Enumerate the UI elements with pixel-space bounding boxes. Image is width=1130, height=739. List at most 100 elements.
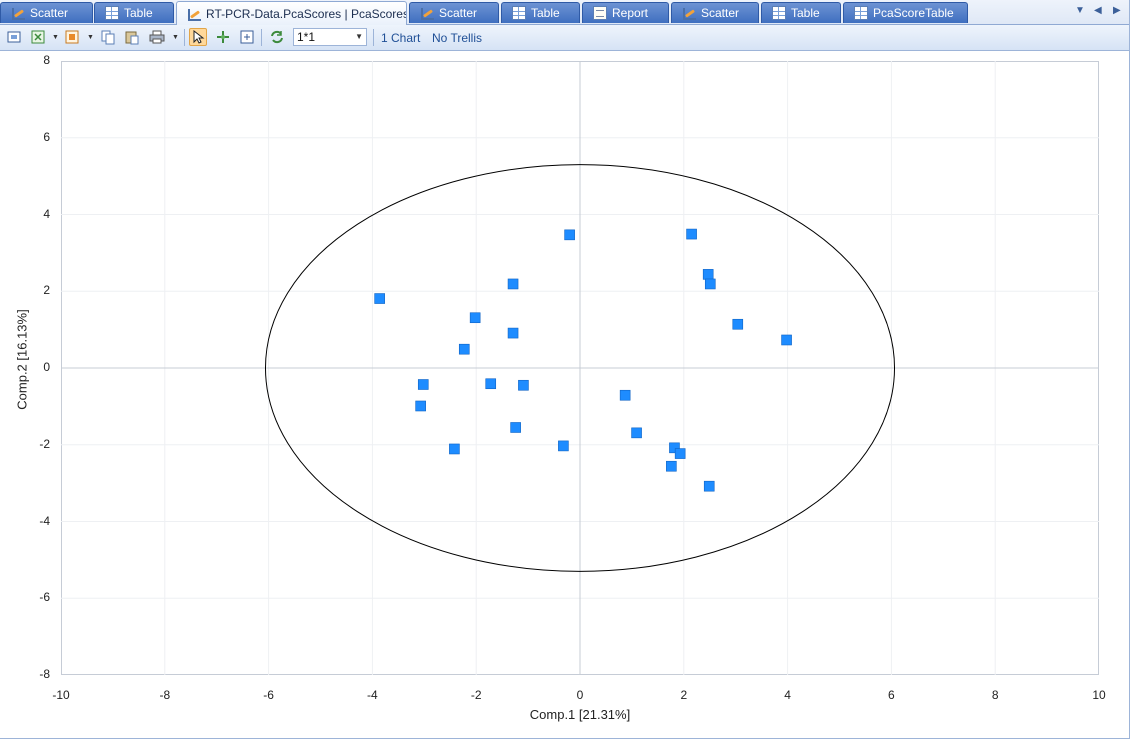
data-point[interactable] bbox=[469, 312, 481, 324]
tab-table-2[interactable]: Table bbox=[501, 2, 580, 23]
tab-label: RT-PCR-Data.PcaScores | PcaScores bbox=[206, 6, 407, 21]
data-point[interactable] bbox=[781, 334, 792, 346]
tab-label: Table bbox=[791, 6, 820, 20]
x-tick-label: 6 bbox=[888, 688, 895, 702]
tab-label: Table bbox=[531, 6, 560, 20]
paste-icon[interactable] bbox=[123, 28, 141, 46]
data-point[interactable] bbox=[510, 422, 521, 433]
tab-label: Report bbox=[612, 6, 649, 20]
tab-label: PcaScoreTable bbox=[873, 6, 954, 20]
data-point[interactable] bbox=[417, 379, 429, 390]
y-tick-label: -4 bbox=[39, 513, 50, 528]
tab-label: Scatter bbox=[439, 6, 478, 20]
data-point[interactable] bbox=[619, 389, 631, 401]
fit-screen-icon[interactable] bbox=[5, 28, 23, 46]
x-tick-label: 0 bbox=[576, 688, 584, 702]
confidence-ellipse bbox=[264, 164, 896, 572]
tab-table-3[interactable]: Table bbox=[761, 2, 841, 23]
excel-export-icon[interactable] bbox=[29, 28, 47, 46]
chevron-down-icon: ▼ bbox=[355, 32, 363, 41]
tab-list-dropdown-icon[interactable]: ▼ bbox=[1075, 5, 1085, 16]
data-point[interactable] bbox=[669, 442, 680, 454]
tab-pca-score-table[interactable]: PcaScoreTable bbox=[843, 2, 968, 23]
y-tick-label: 8 bbox=[43, 53, 50, 67]
toolbar-divider bbox=[184, 29, 185, 46]
x-tick-label: -8 bbox=[159, 688, 171, 702]
x-tick-label: -2 bbox=[470, 688, 482, 702]
toolbar-divider bbox=[261, 29, 262, 46]
table-icon bbox=[772, 6, 786, 20]
data-point[interactable] bbox=[702, 269, 714, 280]
print-dropdown-icon[interactable]: ▼ bbox=[172, 34, 179, 41]
plot-canvas[interactable] bbox=[0, 51, 1130, 739]
select-pointer-icon[interactable] bbox=[189, 28, 207, 46]
report-icon bbox=[593, 6, 607, 20]
tab-scatter-2[interactable]: Scatter bbox=[409, 2, 499, 23]
table-icon bbox=[512, 6, 526, 20]
data-point[interactable] bbox=[703, 480, 715, 492]
data-point[interactable] bbox=[485, 378, 497, 390]
x-tick-label: 10 bbox=[1092, 688, 1106, 702]
data-point[interactable] bbox=[458, 343, 470, 355]
y-axis-label: Comp.2 [16.13%] bbox=[14, 309, 30, 410]
data-point[interactable] bbox=[507, 278, 519, 290]
image-export-icon[interactable] bbox=[63, 28, 81, 46]
layout-select[interactable]: 1*1 ▼ bbox=[293, 28, 367, 46]
tab-label: Table bbox=[124, 6, 153, 20]
tab-pca-scores[interactable]: RT-PCR-Data.PcaScores | PcaScores x bbox=[176, 1, 407, 25]
data-point[interactable] bbox=[674, 448, 686, 459]
data-point[interactable] bbox=[666, 460, 677, 472]
x-tick-label: -4 bbox=[367, 688, 378, 702]
y-tick-label: 2 bbox=[43, 283, 50, 298]
tab-report[interactable]: Report bbox=[582, 2, 669, 23]
scroll-tabs-right-icon[interactable]: ▶ bbox=[1113, 5, 1121, 16]
table-icon bbox=[854, 6, 868, 20]
y-tick-label: 4 bbox=[43, 206, 50, 221]
data-point[interactable] bbox=[518, 379, 529, 391]
data-point[interactable] bbox=[564, 229, 575, 241]
table-icon bbox=[105, 6, 119, 20]
toolbar-divider bbox=[373, 29, 374, 46]
scatter-icon bbox=[11, 6, 25, 20]
image-export-dropdown-icon[interactable]: ▼ bbox=[87, 34, 94, 41]
print-icon[interactable] bbox=[148, 28, 166, 46]
data-point[interactable] bbox=[558, 440, 569, 452]
data-point[interactable] bbox=[732, 318, 744, 330]
data-point[interactable] bbox=[686, 228, 697, 240]
scatter-icon bbox=[420, 6, 434, 20]
tab-label: Scatter bbox=[701, 6, 740, 20]
trellis-link[interactable]: No Trellis bbox=[432, 31, 483, 45]
tab-label: Scatter bbox=[30, 6, 69, 20]
pan-icon[interactable] bbox=[214, 28, 232, 46]
data-point[interactable] bbox=[704, 278, 716, 290]
y-tick-label: -6 bbox=[39, 590, 50, 605]
scatter-icon bbox=[682, 6, 696, 20]
excel-export-dropdown-icon[interactable]: ▼ bbox=[52, 34, 59, 41]
y-tick-label: -8 bbox=[39, 667, 50, 681]
x-axis-label: Comp.1 [21.31%] bbox=[529, 707, 631, 722]
x-tick-label: 4 bbox=[784, 688, 791, 702]
layout-select-value: 1*1 bbox=[297, 30, 316, 44]
data-point[interactable] bbox=[449, 443, 460, 455]
x-tick-label: 2 bbox=[680, 688, 688, 702]
data-point[interactable] bbox=[631, 427, 642, 439]
scroll-tabs-left-icon[interactable]: ◀ bbox=[1094, 5, 1102, 16]
tab-table-1[interactable]: Table bbox=[94, 2, 174, 23]
x-tick-label: -6 bbox=[263, 688, 274, 702]
x-tick-label: -10 bbox=[52, 688, 70, 702]
chart-toolbar: ▼ ▼ ▼ 1*1 ▼ 1 Chart No Trellis bbox=[0, 25, 1130, 51]
data-point[interactable] bbox=[507, 327, 519, 339]
zoom-fit-icon[interactable] bbox=[238, 28, 256, 46]
data-point[interactable] bbox=[415, 400, 426, 412]
chart-count-link[interactable]: 1 Chart bbox=[381, 31, 421, 45]
scatter-plot[interactable]: 8 6 4 2 0 -2 -4 -6 -8 -10 -8 -6 -4 -2 0 2 4 6 8 10 Comp.1 … bbox=[0, 51, 1130, 739]
x-tick-label: 8 bbox=[991, 688, 999, 702]
refresh-icon[interactable] bbox=[268, 28, 286, 46]
tab-scatter-1[interactable]: Scatter bbox=[0, 2, 93, 23]
copy-icon[interactable] bbox=[99, 28, 117, 46]
scatter-icon bbox=[187, 7, 201, 21]
data-point[interactable] bbox=[374, 293, 385, 304]
y-tick-label: 6 bbox=[43, 129, 50, 144]
document-tab-strip: Scatter Table RT-PCR-Data.PcaScores | Pc… bbox=[0, 0, 1130, 25]
tab-scatter-3[interactable]: Scatter bbox=[671, 2, 759, 23]
